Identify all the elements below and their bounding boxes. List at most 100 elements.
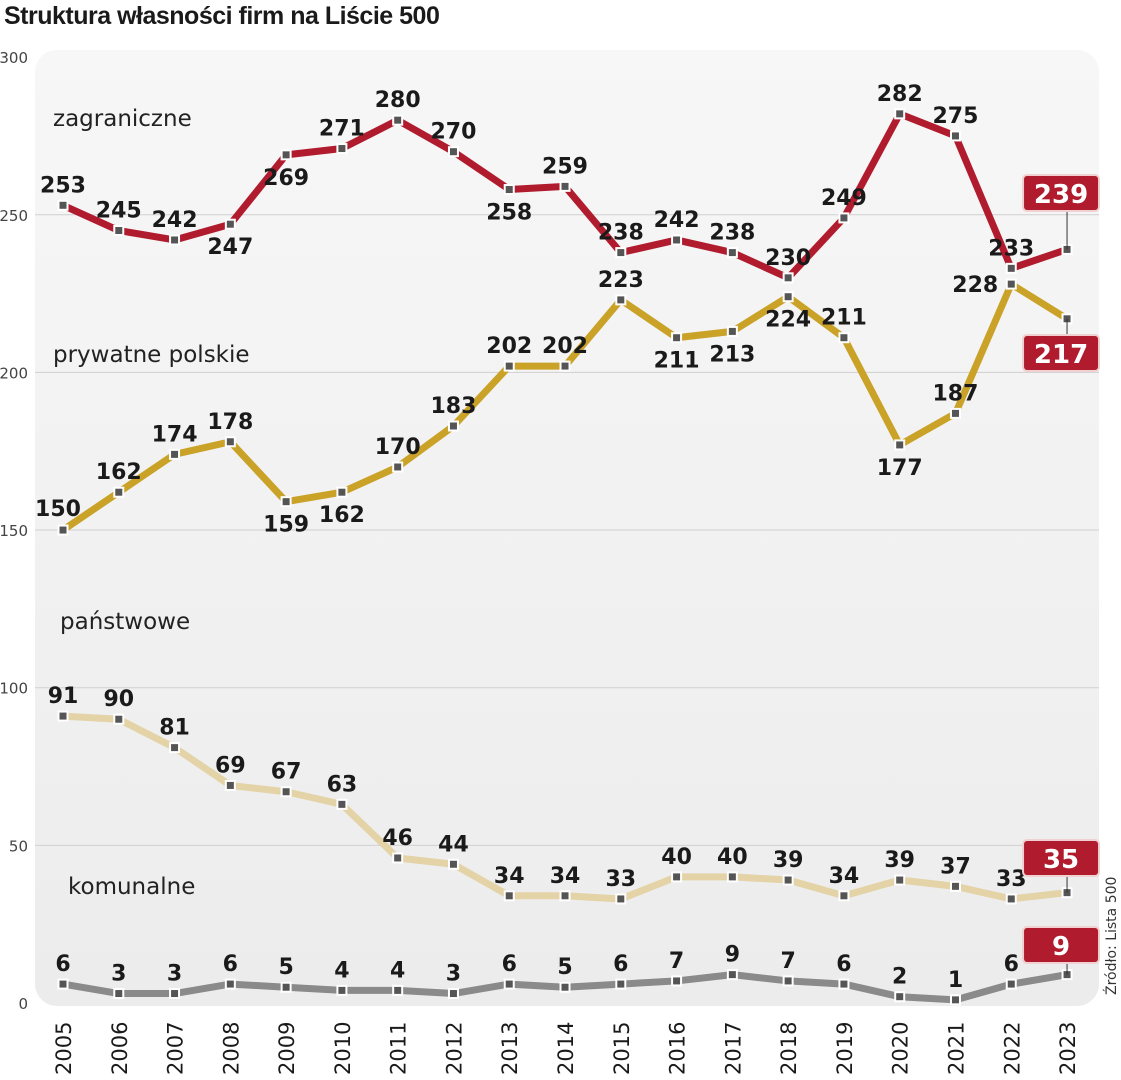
data-label: 211 xyxy=(821,306,867,331)
data-point xyxy=(57,524,69,536)
data-label: 34 xyxy=(829,864,860,889)
data-point xyxy=(113,988,125,1000)
x-tick-label: 2022 xyxy=(1000,1022,1024,1075)
data-point xyxy=(671,871,683,883)
data-label: 6 xyxy=(1004,952,1019,977)
data-point xyxy=(224,436,236,448)
data-point xyxy=(726,325,738,337)
highlight-box xyxy=(1022,926,1101,964)
data-point xyxy=(224,218,236,230)
data-point xyxy=(447,420,459,432)
data-point xyxy=(894,991,906,1003)
data-label: 91 xyxy=(48,684,79,709)
data-label: 213 xyxy=(709,342,755,367)
data-point xyxy=(392,852,404,864)
data-point xyxy=(280,786,292,798)
data-point xyxy=(782,272,794,284)
data-point xyxy=(838,978,850,990)
y-tick-label: 50 xyxy=(9,837,28,855)
x-tick-label: 2014 xyxy=(554,1022,578,1075)
data-point xyxy=(1005,893,1017,905)
data-label: 7 xyxy=(780,949,795,974)
data-label: 228 xyxy=(952,273,998,298)
data-label: 275 xyxy=(933,104,979,129)
data-point xyxy=(559,981,571,993)
data-label: 258 xyxy=(486,201,532,226)
data-label: 90 xyxy=(103,687,134,712)
data-point xyxy=(280,496,292,508)
x-tick-label: 2018 xyxy=(777,1022,801,1075)
data-label: 253 xyxy=(40,173,86,198)
data-label: 271 xyxy=(319,117,365,142)
data-label: 269 xyxy=(263,166,309,191)
data-point xyxy=(336,486,348,498)
data-point xyxy=(838,890,850,902)
data-point xyxy=(1005,978,1017,990)
data-point xyxy=(782,291,794,303)
data-point xyxy=(57,978,69,990)
data-point xyxy=(671,234,683,246)
data-label: 6 xyxy=(55,952,70,977)
data-label: 4 xyxy=(390,958,405,983)
data-point xyxy=(949,994,961,1006)
data-label: 40 xyxy=(717,845,748,870)
data-label: 6 xyxy=(223,952,238,977)
x-tick-label: 2013 xyxy=(498,1022,522,1075)
data-label: 223 xyxy=(598,268,644,293)
data-point xyxy=(336,984,348,996)
data-label: 39 xyxy=(884,848,915,873)
chart-title: Struktura własności firm na Liście 500 xyxy=(4,2,440,30)
highlight-value: 239 xyxy=(1034,180,1088,210)
data-label: 280 xyxy=(375,88,421,113)
data-label: 6 xyxy=(502,952,517,977)
x-tick-label: 2017 xyxy=(721,1022,745,1075)
x-tick-label: 2019 xyxy=(833,1022,857,1075)
data-point xyxy=(894,874,906,886)
data-label: 3 xyxy=(446,962,461,987)
x-tick-label: 2007 xyxy=(164,1022,188,1075)
highlight-box xyxy=(1022,334,1101,372)
data-label: 4 xyxy=(334,958,349,983)
data-point xyxy=(671,332,683,344)
data-label: 224 xyxy=(765,308,811,333)
data-label: 46 xyxy=(382,826,413,851)
data-point xyxy=(894,439,906,451)
data-label: 150 xyxy=(35,497,81,522)
data-label: 67 xyxy=(271,760,302,785)
data-label: 6 xyxy=(836,952,851,977)
data-point xyxy=(615,978,627,990)
source-note: Źródło: Lista 500 xyxy=(1102,877,1120,995)
data-label: 270 xyxy=(430,120,476,145)
data-label: 1 xyxy=(948,968,963,993)
data-label: 259 xyxy=(542,154,588,179)
data-label: 44 xyxy=(438,832,469,857)
data-point xyxy=(336,143,348,155)
data-label: 183 xyxy=(430,394,476,419)
data-point xyxy=(559,180,571,192)
data-label: 5 xyxy=(278,955,293,980)
y-tick-label: 200 xyxy=(0,364,28,382)
x-tick-label: 2008 xyxy=(219,1022,243,1075)
highlight-box xyxy=(1022,839,1101,877)
data-label: 33 xyxy=(605,867,636,892)
data-point xyxy=(447,858,459,870)
x-tick-label: 2020 xyxy=(889,1022,913,1075)
data-label: 282 xyxy=(877,82,923,107)
data-label: 202 xyxy=(542,334,588,359)
data-label: 247 xyxy=(207,235,253,260)
data-label: 245 xyxy=(96,199,142,224)
data-point xyxy=(1005,278,1017,290)
data-label: 7 xyxy=(669,949,684,974)
data-label: 202 xyxy=(486,334,532,359)
data-point xyxy=(392,461,404,473)
highlight-box xyxy=(1022,174,1101,212)
data-label: 230 xyxy=(765,246,811,271)
series-name: zagraniczne xyxy=(53,106,192,132)
data-point xyxy=(447,988,459,1000)
data-point xyxy=(169,988,181,1000)
data-point xyxy=(280,149,292,161)
data-point xyxy=(169,448,181,460)
data-point xyxy=(615,294,627,306)
x-tick-label: 2016 xyxy=(666,1022,690,1075)
data-label: 81 xyxy=(159,716,190,741)
